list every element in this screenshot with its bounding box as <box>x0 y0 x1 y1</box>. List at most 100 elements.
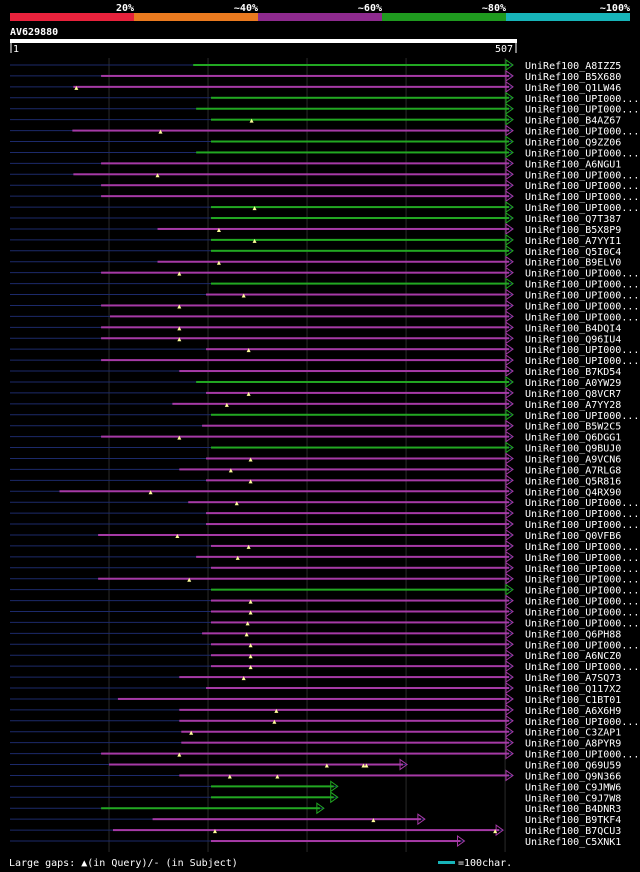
hit-arrow <box>505 561 514 574</box>
hit-arrow <box>505 594 514 607</box>
gap-marker <box>324 763 329 768</box>
hit-arrow <box>505 736 514 749</box>
hit-segment <box>193 64 509 66</box>
gap-marker <box>245 621 250 626</box>
hit-label: UniRef100_Q4RX90 <box>525 487 621 498</box>
hit-row: UniRef100_C5XNK1 <box>10 835 621 848</box>
hit-label: UniRef100_UPI000... <box>525 94 639 105</box>
hit-arrow <box>505 146 514 159</box>
hit-row: UniRef100_Q5I0C4 <box>10 244 621 258</box>
hit-arrow <box>505 310 514 323</box>
hit-segment <box>152 818 421 821</box>
gap-marker <box>275 774 280 779</box>
hit-segment <box>110 315 510 318</box>
hit-label: UniRef100_UPI000... <box>525 269 639 280</box>
hit-label: UniRef100_UPI000... <box>525 148 639 159</box>
hit-arrow <box>505 518 514 531</box>
hit-label: UniRef100_Q9ZZ06 <box>525 138 621 149</box>
hit-arrow <box>505 463 514 476</box>
hit-label: UniRef100_UPI000... <box>525 553 639 564</box>
hit-segment <box>98 577 510 580</box>
hit-segment <box>210 446 509 449</box>
hit-arrow <box>505 485 514 498</box>
gap-marker <box>364 763 369 768</box>
hit-row: UniRef100_UPI000... <box>10 594 639 608</box>
hit-label: UniRef100_A9VCN6 <box>525 454 621 465</box>
hit-row: UniRef100_UPI000... <box>10 343 639 356</box>
hit-row: UniRef100_UPI000... <box>10 91 639 105</box>
hit-row: UniRef100_UPI000... <box>10 638 639 651</box>
hit-label: UniRef100_B5X8P9 <box>525 225 621 236</box>
gap-marker <box>248 599 253 604</box>
hit-row: UniRef100_Q69U59 <box>10 758 621 772</box>
gap-marker <box>252 238 257 243</box>
hit-label: UniRef100_B4AZ67 <box>525 116 621 127</box>
hit-label: UniRef100_UPI000... <box>525 192 639 203</box>
hit-arrow <box>505 212 514 224</box>
hit-segment <box>101 435 509 438</box>
gap-marker <box>246 391 251 396</box>
hit-label: UniRef100_Q6PH88 <box>525 629 621 640</box>
hit-label: UniRef100_Q0VFB6 <box>525 531 621 542</box>
hit-arrow <box>505 354 514 367</box>
hit-arrow <box>505 332 514 345</box>
hit-arrow <box>505 671 514 684</box>
hit-arrow <box>505 343 514 356</box>
hit-segment <box>210 238 509 241</box>
hit-segment <box>210 282 509 285</box>
hit-segment <box>179 676 510 679</box>
hit-row: UniRef100_Q8VCR7 <box>10 386 621 400</box>
hit-arrow <box>456 835 466 848</box>
hit-arrow <box>505 725 514 738</box>
hit-row: UniRef100_C9JMW6 <box>10 780 621 793</box>
hit-segment <box>210 643 509 646</box>
hit-segment <box>179 468 510 471</box>
hit-arrow <box>505 408 514 421</box>
hit-segment <box>101 359 509 362</box>
hit-label: UniRef100_UPI000... <box>525 575 639 586</box>
hit-row: UniRef100_Q6DGG1 <box>10 430 621 444</box>
hit-label: UniRef100_UPI000... <box>525 520 639 531</box>
hit-arrow <box>505 430 514 443</box>
hit-segment <box>101 74 509 77</box>
hit-row: UniRef100_UPI000... <box>10 408 639 422</box>
hit-arrow <box>505 157 514 170</box>
gap-marker <box>234 501 239 506</box>
hit-arrow <box>505 616 514 629</box>
grid-lines <box>108 58 506 852</box>
hit-arrow <box>505 769 514 782</box>
hit-row: UniRef100_B4AZ67 <box>10 113 621 127</box>
hit-arrow <box>505 91 514 104</box>
hit-row: UniRef100_Q9ZZ06 <box>10 135 621 149</box>
hit-label: UniRef100_Q9BUJ0 <box>525 444 621 455</box>
gap-marker <box>249 118 254 123</box>
hit-segment <box>210 588 509 591</box>
hit-segment <box>210 544 509 547</box>
identity-legend: 20% ~40% ~60% ~80% ~100% <box>10 3 630 21</box>
hit-segment <box>210 249 509 252</box>
query-end-label: 507 <box>495 44 513 55</box>
hit-arrow <box>505 190 514 203</box>
hit-arrow <box>505 572 514 585</box>
hit-row: UniRef100_C9J7W8 <box>10 791 621 804</box>
hit-row: UniRef100_UPI000... <box>10 616 639 629</box>
hit-arrow <box>505 539 514 552</box>
hit-arrow <box>330 780 339 793</box>
gap-marker <box>248 643 253 648</box>
hit-label: UniRef100_C9JMW6 <box>525 782 621 793</box>
hit-label: UniRef100_B9ELV0 <box>525 258 621 269</box>
hit-segment <box>181 730 509 733</box>
hit-label: UniRef100_UPI000... <box>525 640 639 651</box>
scale-label: =100char. <box>458 858 512 869</box>
hit-row: UniRef100_Q7T387 <box>10 212 621 225</box>
hit-row: UniRef100_UPI000... <box>10 266 639 280</box>
hit-row: UniRef100_Q1LW46 <box>10 80 621 94</box>
hit-segment <box>202 632 509 635</box>
gap-marker <box>189 730 194 735</box>
hit-rows: UniRef100_A8IZZ5UniRef100_B5X680UniRef10… <box>10 59 639 848</box>
hit-label: UniRef100_UPI000... <box>525 717 639 728</box>
hit-arrow <box>505 496 514 509</box>
gap-marker <box>248 479 253 484</box>
hit-arrow <box>505 747 514 760</box>
